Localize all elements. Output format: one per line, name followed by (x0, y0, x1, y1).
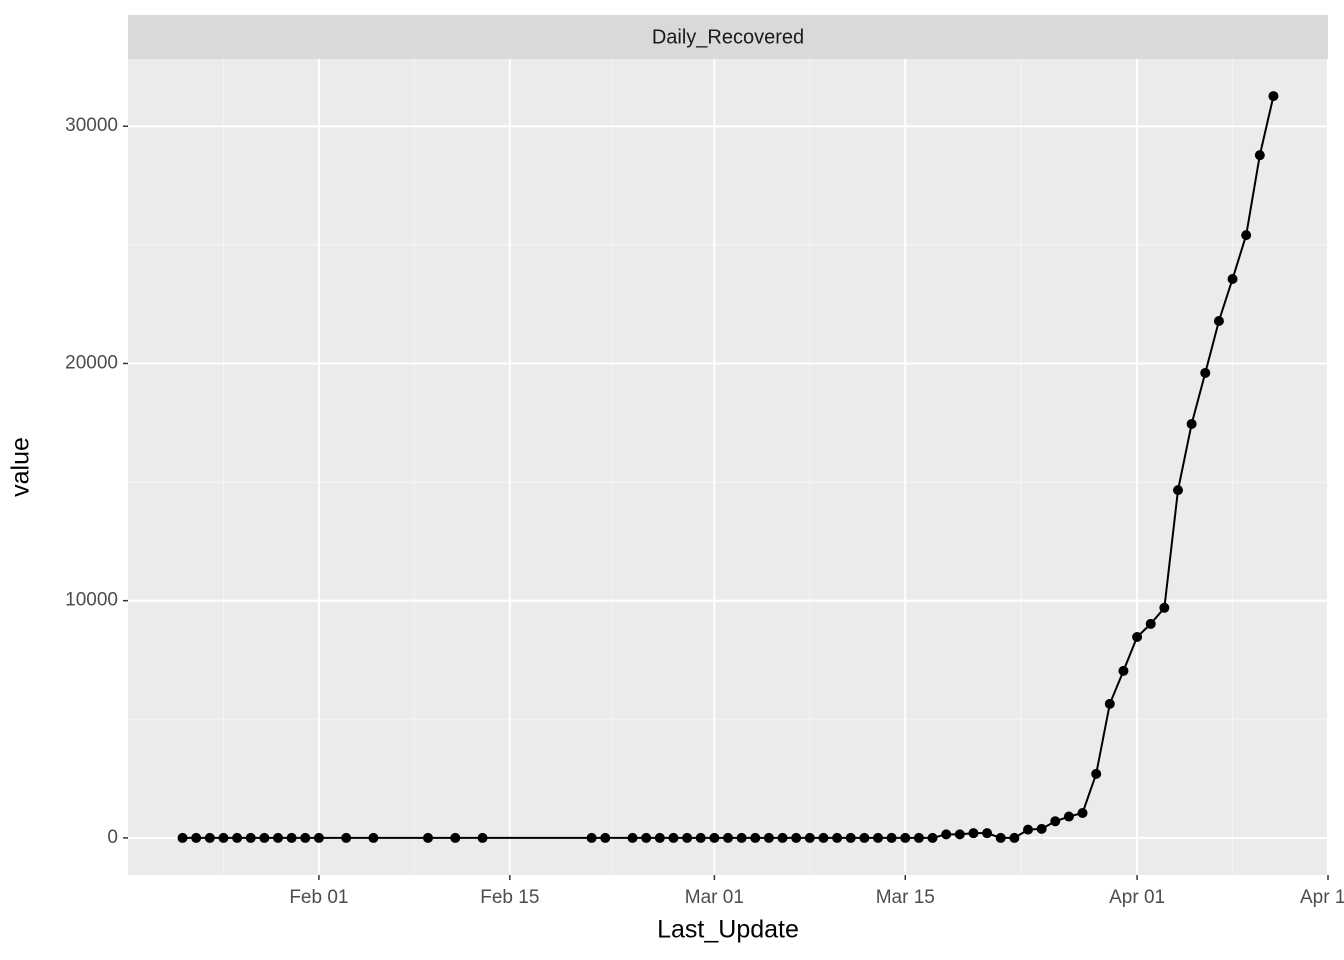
data-point (232, 832, 243, 843)
data-point (1241, 230, 1252, 241)
data-point (641, 832, 652, 843)
x-tick-label: Apr 15 (1300, 887, 1344, 908)
data-point (1200, 367, 1211, 378)
data-point (859, 832, 870, 843)
data-point (1132, 631, 1143, 642)
data-point (1213, 315, 1224, 326)
data-point (845, 832, 856, 843)
data-point (1023, 824, 1033, 835)
data-point (736, 832, 747, 843)
data-point (286, 832, 297, 843)
panel (128, 59, 1328, 875)
data-point (450, 832, 461, 843)
data-point (913, 832, 924, 843)
data-point (477, 832, 488, 843)
data-point (627, 832, 638, 843)
data-point (832, 832, 843, 843)
data-point (709, 832, 720, 843)
x-tick-label: Apr 01 (1109, 887, 1165, 908)
data-point (1009, 832, 1020, 843)
data-point (968, 828, 979, 839)
data-point (982, 828, 993, 839)
data-point (668, 832, 679, 843)
y-axis-title: value (7, 437, 35, 497)
data-point (1145, 618, 1156, 629)
data-point (941, 829, 952, 840)
data-point (777, 832, 788, 843)
data-point (191, 832, 202, 843)
x-tick-label: Feb 15 (480, 887, 539, 908)
data-point (995, 832, 1006, 843)
data-point (204, 832, 215, 843)
data-point (1173, 485, 1183, 496)
data-point (1063, 811, 1074, 822)
data-point (763, 832, 774, 843)
data-point (1036, 823, 1047, 834)
data-point (886, 832, 897, 843)
data-point (368, 832, 379, 843)
data-point (177, 832, 188, 843)
data-point (1186, 418, 1197, 429)
data-point (1227, 273, 1238, 284)
data-point (1050, 816, 1061, 827)
data-point (1268, 91, 1279, 102)
data-point (682, 832, 693, 843)
data-point (818, 832, 829, 843)
x-axis-title: Last_Update (657, 916, 799, 944)
data-point (654, 832, 665, 843)
strip (128, 15, 1328, 59)
data-point (750, 832, 761, 843)
data-point (1118, 665, 1129, 676)
data-point (695, 832, 706, 843)
data-point (954, 829, 965, 840)
data-point (586, 832, 597, 843)
data-point (1104, 698, 1115, 709)
data-point (1091, 768, 1102, 779)
data-point (873, 832, 883, 843)
data-point (791, 832, 802, 843)
data-point (218, 832, 229, 843)
x-tick-label: Mar 01 (685, 887, 744, 908)
data-point (300, 832, 311, 843)
data-point (927, 832, 938, 843)
strip-title: Daily_Recovered (652, 26, 804, 48)
data-point (313, 832, 324, 843)
data-point (804, 832, 815, 843)
data-point (259, 832, 270, 843)
y-tick-label: 10000 (65, 590, 118, 611)
data-point (1254, 150, 1265, 161)
data-point (1077, 807, 1088, 818)
data-point (245, 832, 256, 843)
y-tick-label: 20000 (65, 352, 118, 373)
y-tick-label: 30000 (65, 115, 118, 136)
data-point (341, 832, 352, 843)
data-point (723, 832, 733, 843)
x-tick-label: Mar 15 (876, 887, 935, 908)
y-tick-label: 0 (107, 827, 118, 848)
data-point (900, 832, 911, 843)
x-tick-label: Feb 01 (289, 887, 348, 908)
data-point (273, 832, 283, 843)
data-point (423, 832, 433, 843)
data-point (600, 832, 611, 843)
data-point (1159, 602, 1170, 613)
